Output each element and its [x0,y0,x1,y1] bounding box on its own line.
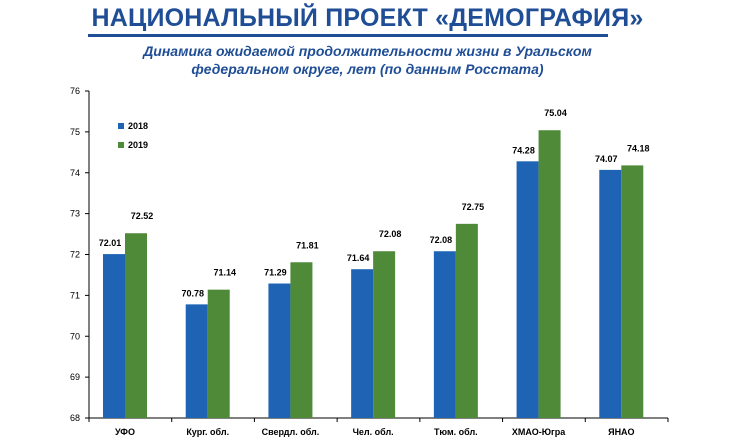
bar-2019 [538,130,561,419]
data-label-2019: 71.14 [213,268,236,278]
chart-subtitle: Динамика ожидаемой продолжительности жиз… [120,42,615,78]
x-category-label: Чел. обл. [353,427,394,437]
y-tick-label: 76 [70,86,80,96]
legend-swatch-2018 [118,123,124,129]
x-category-label: Свердл. обл. [262,427,320,437]
bar-2018 [103,254,125,418]
x-category-label: Тюм. обл. [434,427,478,437]
x-category-label: ХМАО-Югра [512,427,566,437]
bar-2018 [351,269,374,418]
data-label-2019: 72.08 [379,229,402,239]
data-label-2018: 70.78 [181,288,204,298]
subtitle-line-1: Динамика ожидаемой продолжительности жиз… [143,43,592,59]
page-title: НАЦИОНАЛЬНЫЙ ПРОЕКТ «ДЕМОГРАФИЯ» [91,4,644,32]
y-tick-label: 69 [70,372,80,382]
bar-2018 [433,251,456,418]
y-tick-label: 73 [70,209,80,219]
data-label-2019: 74.18 [627,143,650,153]
data-label-2018: 71.64 [347,253,370,263]
y-tick-label: 68 [70,413,80,423]
y-tick-label: 70 [70,331,80,341]
x-category-label: Кург. обл. [186,427,229,437]
y-tick-label: 71 [70,290,80,300]
data-label-2019: 72.75 [462,202,485,212]
legend-label-2019: 2019 [128,140,148,150]
data-label-2019: 72.52 [131,211,154,221]
data-label-2018: 72.01 [99,238,122,248]
x-category-label: ЯНАО [608,427,634,437]
title-underline [88,34,608,37]
bar-2019 [290,262,313,418]
bar-2019 [455,223,478,418]
data-label-2018: 72.08 [430,235,453,245]
data-label-2019: 71.81 [296,240,319,250]
x-category-label: УФО [115,427,135,437]
bar-2019 [621,165,644,418]
data-label-2019: 75.04 [544,108,567,118]
subtitle-line-2: федеральном округе, лет (по данным Росст… [191,61,544,77]
bar-2018 [268,283,291,418]
bar-2019 [125,233,147,418]
legend-swatch-2019 [118,142,124,148]
bar-2019 [207,289,230,418]
bar-2019 [373,251,396,418]
y-tick-label: 72 [70,250,80,260]
legend-label-2018: 2018 [128,121,148,131]
data-label-2018: 71.29 [264,268,287,278]
bar-2018 [185,304,208,418]
bar-2018 [599,169,622,418]
y-tick-label: 75 [70,127,80,137]
bar-2018 [516,161,539,418]
data-label-2018: 74.28 [512,145,535,155]
data-label-2018: 74.07 [595,154,618,164]
y-tick-label: 74 [70,168,80,178]
